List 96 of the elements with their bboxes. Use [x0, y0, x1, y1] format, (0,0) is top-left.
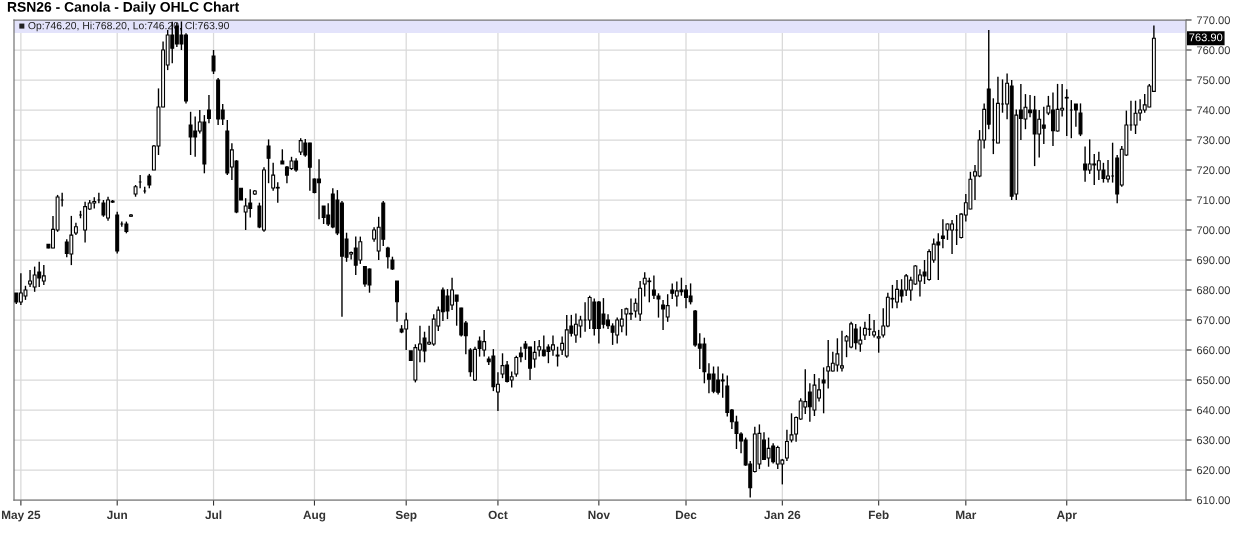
- candlestick: [899, 278, 904, 304]
- candlestick: [587, 295, 592, 330]
- candlestick: [64, 238, 69, 258]
- candlestick: [1037, 109, 1042, 159]
- candlestick: [1083, 145, 1088, 183]
- candlestick: [28, 269, 33, 288]
- candlestick: [1064, 88, 1069, 137]
- candlestick: [954, 214, 959, 246]
- candlestick: [766, 436, 771, 468]
- candlestick: [1032, 95, 1037, 167]
- candlestick: [610, 322, 615, 346]
- candlestick: [642, 271, 647, 298]
- x-tick-label: Apr: [1056, 510, 1077, 522]
- y-tick-label: 620.00: [1196, 466, 1230, 475]
- candlestick: [358, 235, 363, 265]
- y-tick-label: 740.00: [1196, 106, 1230, 115]
- y-tick-label: 680.00: [1196, 286, 1230, 295]
- candlestick: [1087, 138, 1092, 175]
- candlestick: [876, 329, 881, 354]
- candlestick: [367, 267, 372, 294]
- candlestick: [1041, 106, 1046, 145]
- x-tick-label: Nov: [588, 510, 610, 520]
- candlestick: [69, 215, 74, 266]
- candlestick: [532, 340, 537, 369]
- y-tick-label: 670.00: [1196, 316, 1230, 325]
- candlestick: [32, 265, 37, 293]
- candlestick: [482, 329, 487, 358]
- text: 763.90: [1189, 33, 1223, 42]
- x-tick-label: Dec: [675, 510, 697, 520]
- candlestick: [867, 313, 872, 337]
- candlestick: [37, 261, 42, 288]
- candlestick: [821, 366, 826, 414]
- y-tick-label: 730.00: [1196, 136, 1230, 145]
- candlestick: [41, 264, 46, 286]
- candlestick: [904, 273, 909, 297]
- candlestick: [211, 49, 216, 75]
- candlestick: [1133, 100, 1138, 135]
- x-tick-label: Feb: [868, 510, 889, 520]
- candlestick: [720, 372, 725, 399]
- candlestick: [271, 162, 276, 192]
- candlestick: [601, 297, 606, 330]
- candlestick: [514, 355, 519, 378]
- candlestick: [83, 201, 88, 244]
- candlestick: [711, 365, 716, 394]
- y-tick-label: 660.00: [1196, 346, 1230, 355]
- y-tick-label: 650.00: [1196, 376, 1230, 385]
- candlestick: [1078, 102, 1083, 137]
- y-tick-label: 610.00: [1196, 496, 1230, 505]
- candlestick: [771, 442, 776, 465]
- x-tick-label: Oct: [488, 510, 508, 520]
- x-tick-label: Jan 26: [764, 510, 801, 520]
- x-tick-label: Mar: [956, 510, 977, 520]
- candlestick: [858, 325, 863, 353]
- candlestick: [826, 339, 831, 390]
- candlestick: [619, 308, 624, 333]
- x-tick-label: Sep: [395, 510, 417, 522]
- y-tick-label: 630.00: [1196, 436, 1230, 445]
- candlestick: [936, 232, 941, 281]
- y-tick-label: 720.00: [1196, 166, 1230, 175]
- y-tick-label: 640.00: [1196, 406, 1230, 415]
- candlestick: [688, 282, 693, 306]
- candlestick: [353, 235, 358, 276]
- candlestick: [206, 94, 211, 124]
- candlestick: [321, 205, 326, 225]
- x-tick-label: Jun: [106, 510, 127, 520]
- candlestick: [615, 316, 620, 345]
- chart-title: RSN26 - Canola - Daily OHLC Chart: [7, 1, 240, 15]
- candlestick: [624, 307, 629, 337]
- candlestick: [665, 293, 670, 323]
- y-tick-label: 770.00: [1196, 16, 1230, 25]
- y-tick-label: 750.00: [1196, 76, 1230, 85]
- candlestick: [248, 188, 253, 219]
- candlestick: [830, 351, 835, 373]
- x-tick-label: May 25: [1, 510, 41, 522]
- candlestick: [188, 111, 193, 156]
- candlestick: [541, 334, 546, 358]
- candlestick: [991, 97, 996, 155]
- candlestick: [1092, 153, 1097, 186]
- y-tick-label: 700.00: [1196, 226, 1230, 235]
- candlestick: [674, 280, 679, 308]
- candlestick: [243, 197, 248, 231]
- candlestick: [266, 138, 271, 184]
- candlestick: [193, 115, 198, 158]
- y-tick-label: 760.00: [1196, 46, 1230, 55]
- candlestick: [1069, 99, 1074, 139]
- x-tick-label: Jul: [205, 510, 222, 520]
- x-tick-label: Aug: [303, 510, 326, 522]
- candlestick: [395, 280, 399, 323]
- y-tick-label: 710.00: [1196, 196, 1230, 205]
- candlestick: [835, 337, 840, 373]
- candlestick: [404, 312, 409, 351]
- y-tick-label: 690.00: [1196, 256, 1230, 265]
- candlestick: [661, 299, 666, 331]
- candlestick: [647, 277, 652, 303]
- candlestick: [853, 323, 858, 351]
- candlestick: [775, 445, 780, 470]
